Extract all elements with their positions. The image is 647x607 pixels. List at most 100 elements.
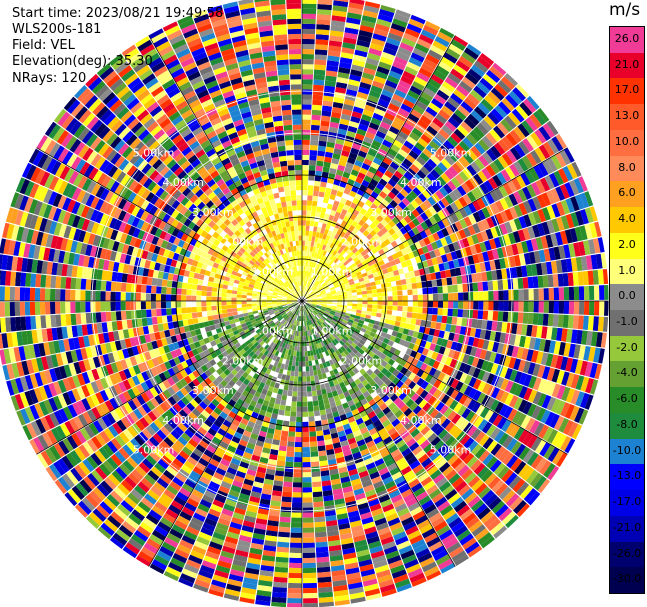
velocity-gate bbox=[389, 346, 397, 354]
velocity-gate bbox=[309, 307, 314, 312]
velocity-gate bbox=[391, 208, 400, 217]
velocity-gate bbox=[303, 582, 318, 589]
velocity-gate bbox=[385, 410, 394, 419]
velocity-gate bbox=[96, 367, 105, 379]
velocity-gate bbox=[561, 386, 571, 402]
velocity-gate bbox=[382, 337, 390, 345]
velocity-gate bbox=[313, 344, 318, 350]
velocity-gate bbox=[160, 338, 168, 347]
velocity-gate bbox=[389, 161, 400, 171]
velocity-gate bbox=[282, 491, 292, 498]
velocity-gate bbox=[160, 493, 173, 504]
velocity-gate bbox=[374, 564, 390, 574]
velocity-gate bbox=[592, 238, 601, 254]
velocity-gate bbox=[585, 377, 595, 394]
velocity-gate bbox=[248, 437, 257, 445]
velocity-gate bbox=[302, 311, 304, 317]
velocity-gate bbox=[306, 287, 309, 293]
velocity-gate bbox=[302, 305, 305, 311]
velocity-gate bbox=[376, 255, 383, 262]
velocity-gate bbox=[110, 490, 124, 504]
velocity-gate bbox=[311, 298, 318, 300]
velocity-gate bbox=[481, 489, 495, 503]
velocity-gate bbox=[400, 103, 413, 113]
velocity-gate bbox=[311, 304, 317, 307]
velocity-gate bbox=[246, 306, 253, 310]
velocity-gate bbox=[139, 417, 150, 428]
velocity-gate bbox=[259, 569, 274, 577]
velocity-gate bbox=[305, 304, 310, 308]
velocity-gate bbox=[332, 442, 342, 449]
velocity-gate bbox=[415, 205, 424, 215]
velocity-gate bbox=[197, 426, 208, 436]
velocity-gate bbox=[393, 183, 403, 193]
velocity-gate bbox=[204, 467, 216, 477]
velocity-gate bbox=[426, 158, 437, 169]
velocity-gate bbox=[302, 74, 314, 80]
velocity-gate bbox=[447, 308, 453, 317]
velocity-gate bbox=[493, 462, 506, 476]
velocity-gate bbox=[535, 351, 544, 365]
velocity-gate bbox=[369, 222, 377, 230]
velocity-gate bbox=[471, 479, 484, 492]
velocity-gate bbox=[528, 337, 536, 350]
velocity-gate bbox=[378, 259, 385, 266]
velocity-gate bbox=[316, 353, 321, 360]
velocity-gate bbox=[329, 321, 335, 327]
velocity-gate bbox=[262, 306, 268, 310]
velocity-gate bbox=[473, 60, 489, 74]
velocity-gate bbox=[289, 318, 293, 324]
velocity-gate bbox=[320, 414, 328, 421]
velocity-gate bbox=[504, 367, 513, 380]
velocity-gate bbox=[154, 501, 168, 513]
velocity-gate bbox=[383, 355, 391, 363]
velocity-gate bbox=[429, 450, 441, 462]
velocity-gate bbox=[333, 368, 339, 375]
velocity-gate bbox=[363, 5, 380, 14]
velocity-gate bbox=[151, 529, 166, 542]
velocity-gate bbox=[426, 570, 442, 581]
velocity-gate bbox=[525, 417, 536, 432]
velocity-gate bbox=[195, 507, 208, 518]
velocity-gate bbox=[403, 223, 412, 232]
velocity-gate bbox=[319, 409, 327, 416]
velocity-gate bbox=[95, 433, 107, 447]
velocity-gate bbox=[514, 143, 526, 158]
velocity-gate bbox=[302, 517, 314, 523]
velocity-gate bbox=[495, 376, 505, 389]
velocity-gate bbox=[276, 460, 286, 467]
velocity-gate bbox=[313, 370, 318, 376]
velocity-gate bbox=[345, 287, 352, 292]
velocity-gate bbox=[336, 229, 343, 236]
velocity-gate bbox=[424, 227, 432, 237]
velocity-gate bbox=[504, 393, 514, 406]
velocity-gate bbox=[212, 499, 225, 509]
velocity-gate bbox=[447, 285, 453, 293]
velocity-gate bbox=[227, 372, 235, 380]
velocity-gate bbox=[356, 262, 363, 269]
velocity-gate bbox=[343, 335, 350, 342]
velocity-gate bbox=[390, 143, 401, 153]
velocity-gate bbox=[278, 368, 284, 375]
velocity-gate bbox=[400, 430, 410, 440]
velocity-gate bbox=[167, 343, 175, 352]
velocity-gate bbox=[286, 446, 295, 452]
velocity-gate bbox=[348, 344, 355, 351]
velocity-gate bbox=[509, 369, 518, 382]
velocity-gate bbox=[522, 277, 529, 289]
velocity-gate bbox=[310, 256, 314, 263]
velocity-gate bbox=[558, 245, 566, 260]
velocity-gate bbox=[294, 315, 298, 321]
velocity-gate bbox=[324, 382, 331, 389]
velocity-gate bbox=[463, 205, 473, 216]
velocity-gate bbox=[476, 81, 491, 95]
velocity-gate bbox=[309, 365, 314, 372]
velocity-gate bbox=[321, 306, 327, 309]
velocity-gate bbox=[514, 334, 522, 347]
velocity-gate bbox=[238, 316, 245, 322]
velocity-gate bbox=[508, 289, 514, 301]
velocity-gate bbox=[341, 47, 355, 55]
velocity-gate bbox=[355, 460, 366, 469]
velocity-gate bbox=[395, 9, 411, 19]
velocity-gate bbox=[560, 230, 569, 245]
